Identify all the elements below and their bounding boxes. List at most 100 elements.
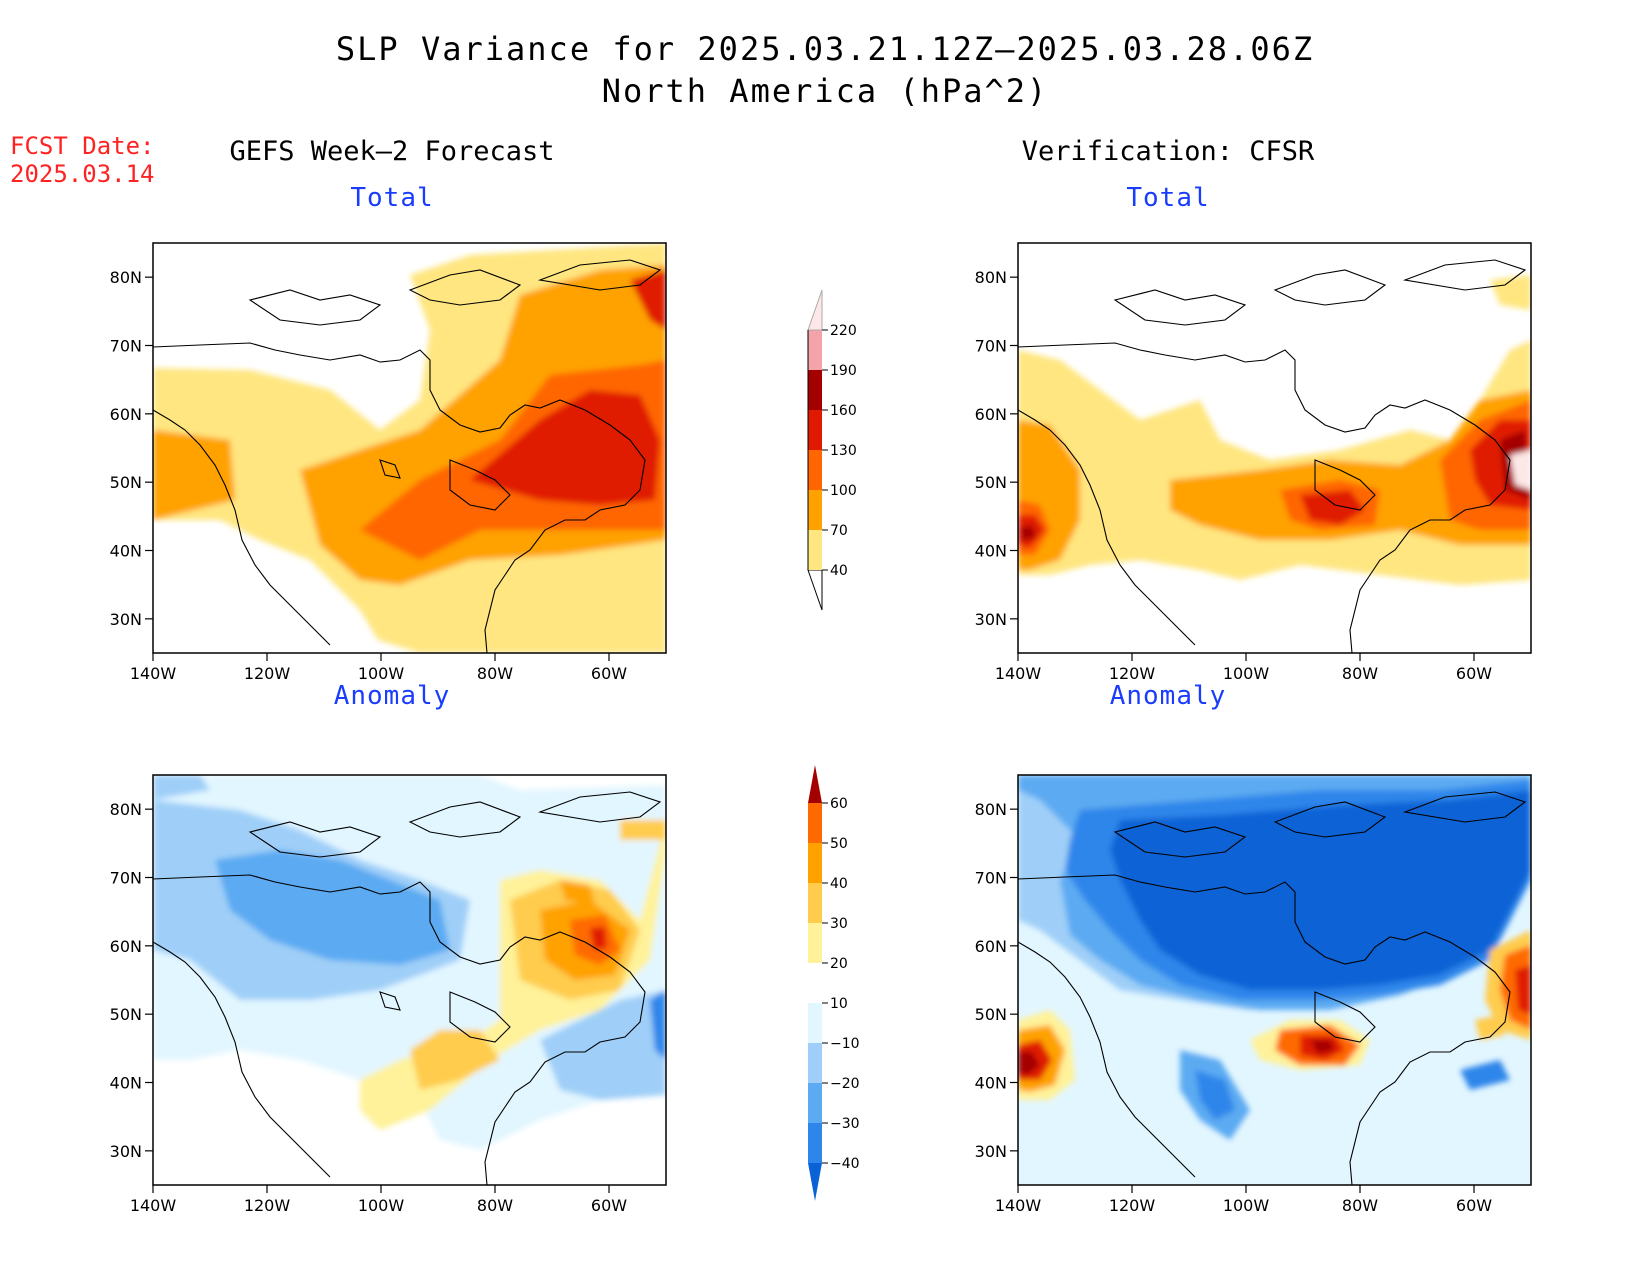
colorbar-anom-swatch [808,1043,822,1083]
lat-label-bl: 70N [110,869,142,888]
lat-label-tr: 80N [975,268,1007,287]
colorbar-anom-swatch [808,883,822,923]
lon-label-bl: 100W [358,1196,405,1215]
coastlines-bl [153,791,662,1185]
lat-label-tr: 60N [975,405,1007,424]
colorbar-total-low-triangle [807,569,823,611]
colorbar-anom-label: −20 [830,1076,860,1092]
fcst-date-label: FCST Date: [10,132,155,160]
lon-label-bl: 120W [244,1196,291,1215]
lon-label-tr: 140W [995,664,1042,683]
colorbar-anom-swatch [808,923,822,963]
colorbar-total-label: 190 [830,363,857,379]
lon-label-tr: 60W [1456,664,1492,683]
map-panel-tr [1018,243,1531,653]
lat-label-bl: 40N [110,1074,142,1093]
lon-label-tl: 100W [358,664,405,683]
colorbar-total-label: 130 [830,443,857,459]
lon-label-br: 100W [1223,1196,1270,1215]
lat-label-tr: 30N [975,610,1007,629]
lon-label-tl: 140W [130,664,177,683]
coastlines-br [1018,791,1527,1185]
colorbar-anom-swatch [808,843,822,883]
variance-contours-tr [1018,275,1531,585]
chart-subtitle: North America (hPa^2) [601,72,1049,110]
colorbar-total-label: 40 [830,563,848,579]
lon-label-tl: 80W [477,664,513,683]
colorbar-anom-low-triangle [808,1163,822,1201]
colorbar-anom-swatch [808,963,822,1003]
colorbar-total: 40 70 100 130 160 190 220 [807,289,857,611]
colorbar-total-swatch [808,530,822,570]
colorbar-total-swatch [808,370,822,410]
map-panel-tl [153,243,666,653]
lon-label-tl: 60W [591,664,627,683]
lat-label-tl: 60N [110,405,142,424]
lon-label-tr: 80W [1342,664,1378,683]
colorbar-anom-label: 10 [830,996,848,1012]
lat-label-bl: 30N [110,1142,142,1161]
lat-label-br: 30N [975,1142,1007,1161]
lon-label-br: 80W [1342,1196,1378,1215]
lat-label-br: 50N [975,1005,1007,1024]
lat-label-tr: 50N [975,473,1007,492]
lat-label-bl: 80N [110,800,142,819]
lat-label-bl: 60N [110,937,142,956]
colorbar-anom-label: 30 [830,916,848,932]
colorbar-anom-label: −40 [830,1156,860,1172]
chart-title: SLP Variance for 2025.03.21.12Z–2025.03.… [335,30,1315,68]
colorbar-anom-swatch [808,1003,822,1043]
colorbar-total-swatch [808,450,822,490]
lon-label-br: 120W [1109,1196,1156,1215]
colorbar-total-label: 160 [830,403,857,419]
colorbar-total-swatch [808,490,822,530]
panel-title-bl: Anomaly [333,681,451,711]
lat-label-bl: 50N [110,1005,142,1024]
lat-label-tl: 70N [110,337,142,356]
map-panel-bl [153,775,666,1185]
colorbar-anom-label: 50 [830,836,848,852]
map-frame-br [1017,774,1532,1186]
colorbar-anom-swatch [808,803,822,843]
colorbar-total-swatch [808,410,822,450]
map-frame-tl [152,242,667,654]
anomaly-contours-bl [153,775,666,1150]
lat-label-br: 80N [975,800,1007,819]
fcst-date-value: 2025.03.14 [10,160,155,188]
panel-title-br: Anomaly [1109,681,1227,711]
lon-label-tr: 100W [1223,664,1270,683]
panel-title-tr: Total [1126,183,1210,213]
colorbar-anom-swatch [808,1123,822,1163]
lon-label-tl: 120W [244,664,291,683]
lat-label-tr: 70N [975,337,1007,356]
colorbar-anomaly: −40 −30 −20 −10 10 20 30 40 50 60 [808,765,860,1201]
map-frame-tr [1017,242,1532,654]
left-column-header: GEFS Week–2 Forecast [229,136,555,167]
colorbar-total-swatch [808,330,822,370]
right-column-header: Verification: CFSR [1021,136,1315,167]
map-panel-br [1018,775,1531,1185]
lon-label-bl: 80W [477,1196,513,1215]
colorbar-anom-label: 20 [830,956,848,972]
lat-label-tl: 40N [110,542,142,561]
lat-label-tr: 40N [975,542,1007,561]
lon-label-bl: 140W [130,1196,177,1215]
lat-label-tl: 30N [110,610,142,629]
colorbar-total-high-triangle [807,289,823,331]
colorbar-total-label: 220 [830,323,857,339]
panel-title-tl: Total [350,183,434,213]
variance-contours-tl [153,243,666,653]
coastlines-tl [153,259,662,653]
lon-label-bl: 60W [591,1196,627,1215]
colorbar-total-label: 70 [830,523,848,539]
colorbar-total-label: 100 [830,483,857,499]
map-frame-bl [152,774,667,1186]
colorbar-anom-high-triangle [808,765,822,803]
colorbar-anom-label: 40 [830,876,848,892]
axes-layer: 80N 70N 60N 50N 40N 30N 140W 120W 100W 80W 60W 80N 7… [110,268,1493,1215]
lon-label-tr: 120W [1109,664,1156,683]
lat-label-br: 40N [975,1074,1007,1093]
coastlines-tr [1018,259,1527,653]
colorbar-anom-label: 60 [830,796,848,812]
